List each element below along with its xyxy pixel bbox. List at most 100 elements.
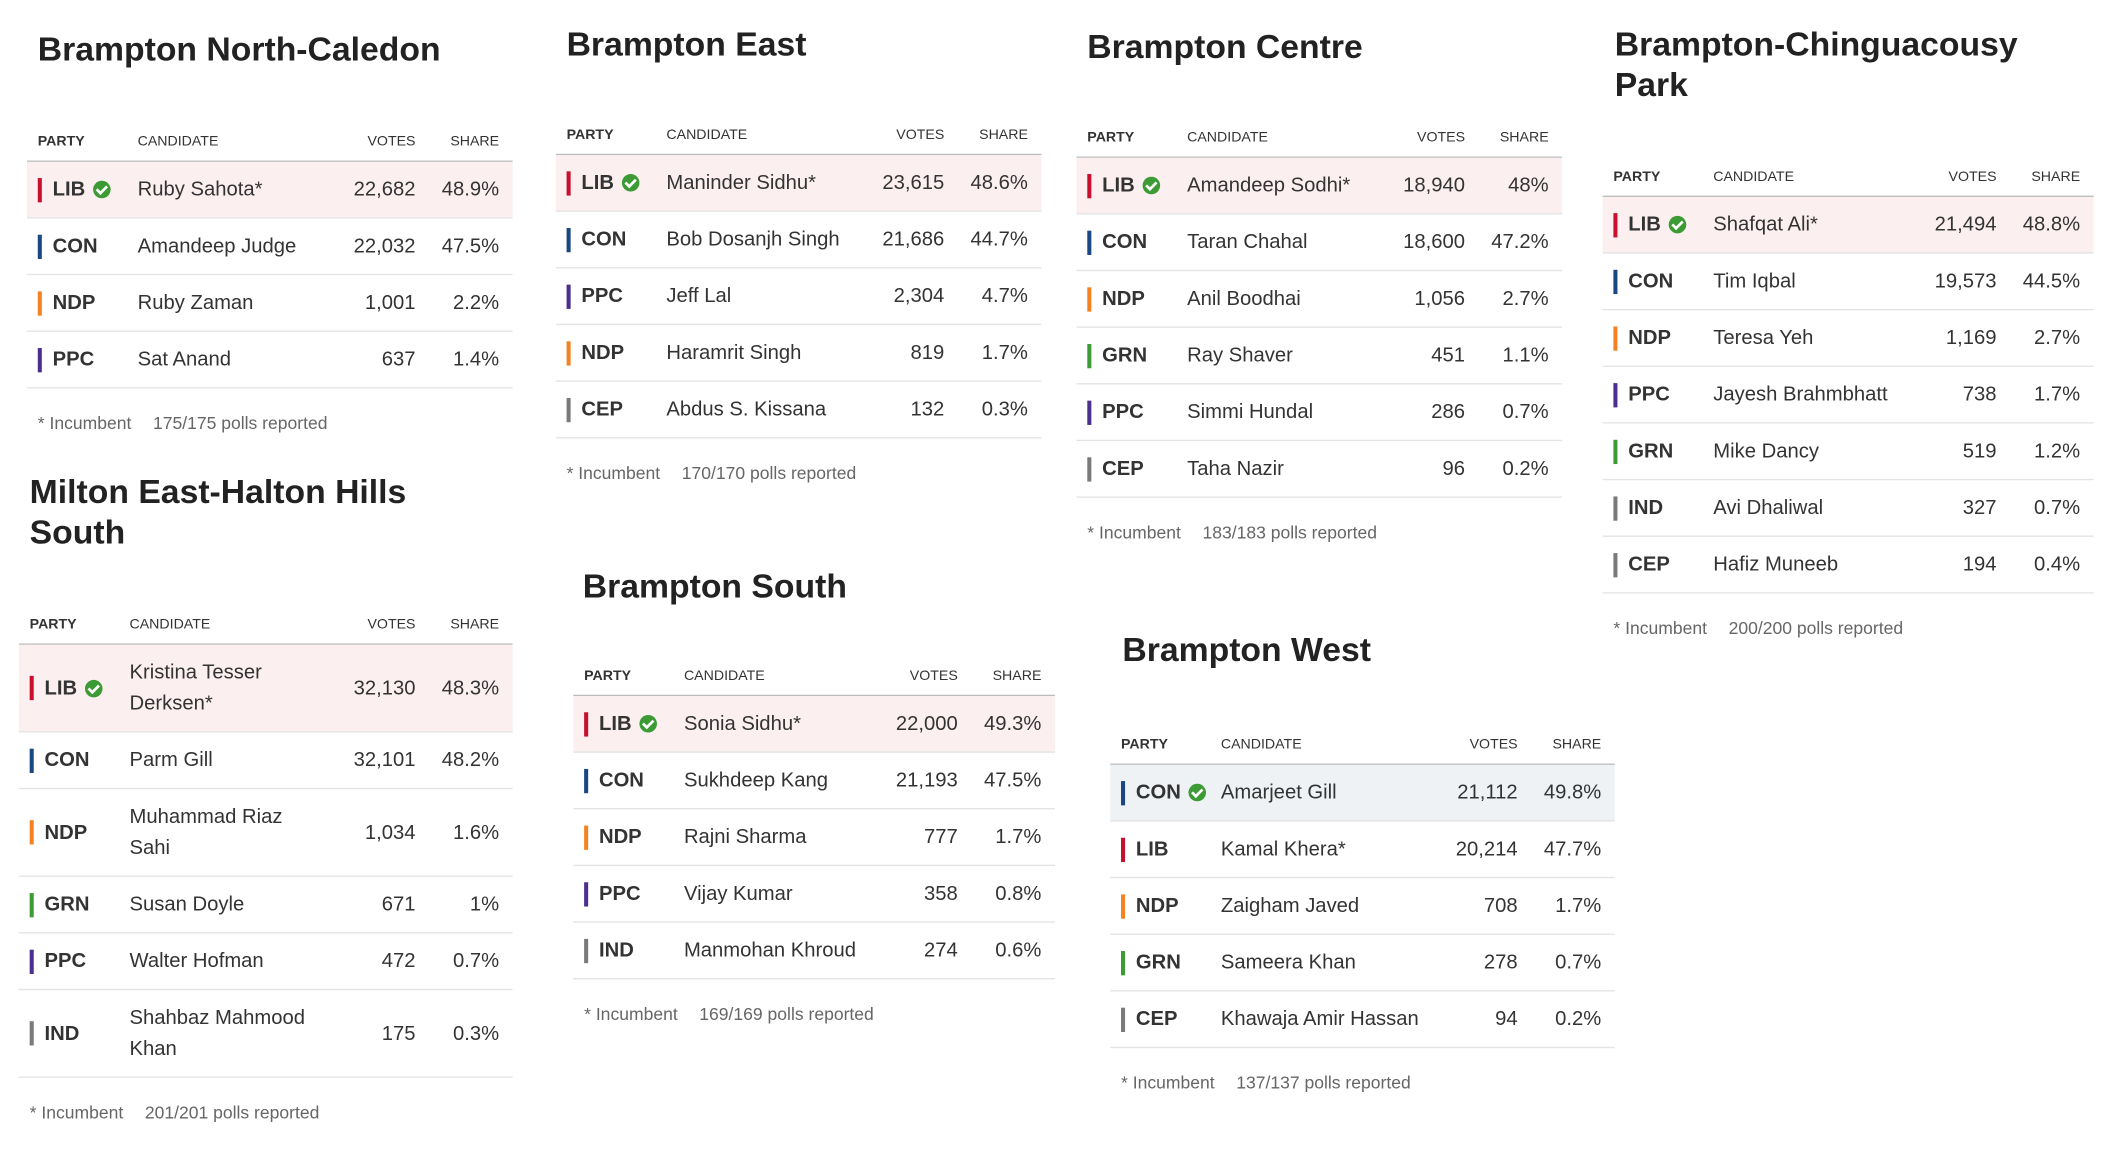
candidate: Abdus S. Kissana <box>666 397 827 421</box>
share: 0.6% <box>995 938 1042 962</box>
party-code: CEP <box>1135 1007 1178 1031</box>
column-header: PARTY <box>1121 736 1168 753</box>
party-cell: CON <box>1077 227 1188 258</box>
votes: 327 <box>1962 496 1997 520</box>
candidate: Ruby Sahota* <box>137 178 263 202</box>
column-header: CANDIDATE <box>1187 129 1268 146</box>
riding-title: Brampton-Chinguacousy Park <box>1614 25 2018 104</box>
votes: 286 <box>1431 400 1466 424</box>
party-color-bar <box>584 824 589 850</box>
party-code: PPC <box>581 284 624 308</box>
incumbent-note: * Incumbent <box>1613 617 1707 639</box>
result-row: LIB Kamal Khera* 20,214 47.7% <box>1110 822 1615 879</box>
party-code: PPC <box>598 882 641 906</box>
result-row: NDP Rajni Sharma 777 1.7% <box>573 809 1055 867</box>
party-color-bar <box>1121 1007 1126 1032</box>
party-color-bar <box>29 748 34 773</box>
party-code: IND <box>598 938 634 962</box>
result-row: CON Amandeep Judge 22,032 47.5% <box>26 219 513 276</box>
party-code: CON <box>581 227 627 251</box>
party-cell: PPC <box>27 344 138 375</box>
column-header: SHARE <box>1499 129 1549 146</box>
result-row: NDP Teresa Yeh 1,169 2.7% <box>1602 310 2094 367</box>
party-code: GRN <box>1135 951 1181 974</box>
column-header: PARTY <box>1087 129 1135 146</box>
party-cell: LIB <box>19 672 130 703</box>
party-color-bar <box>1613 212 1618 237</box>
party-color-bar <box>584 881 589 906</box>
party-color-bar <box>1613 382 1618 407</box>
party-color-bar <box>1121 950 1126 975</box>
votes: 819 <box>910 341 945 365</box>
party-code: LIB <box>52 178 86 202</box>
column-header: VOTES <box>909 667 958 684</box>
party-cell: GRN <box>1077 340 1188 371</box>
party-color-bar <box>1087 343 1092 368</box>
votes: 20,214 <box>1455 837 1518 861</box>
party-color-bar <box>1087 399 1092 425</box>
party-color-bar <box>1613 325 1618 351</box>
party-code: NDP <box>1135 894 1179 918</box>
column-header: CANDIDATE <box>683 667 765 684</box>
candidate: Mike Dancy <box>1713 439 1819 463</box>
party-cell: CON <box>1110 777 1221 808</box>
incumbent-note: * Incumbent <box>29 1102 124 1123</box>
polls-reported: 169/169 polls reported <box>699 1003 874 1024</box>
result-row: CON Sukhdeep Kang 21,193 47.5% <box>573 753 1055 810</box>
party-color-bar <box>566 170 571 195</box>
party-cell: NDP <box>1603 322 1714 353</box>
votes: 175 <box>381 1021 416 1045</box>
candidate: Amandeep Sodhi* <box>1187 174 1351 197</box>
table-header: PARTY CANDIDATE VOTES SHARE <box>1602 158 2094 197</box>
table-header: PARTY CANDIDATE VOTES SHARE <box>1076 119 1563 158</box>
votes: 18,940 <box>1403 174 1466 197</box>
winner-check <box>85 679 103 697</box>
party-color-bar <box>584 711 589 736</box>
table-footer: * Incumbent 183/183 polls reported <box>1077 522 1563 542</box>
share: 48.2% <box>441 748 500 772</box>
share: 0.7% <box>452 949 500 973</box>
party-code: PPC <box>1102 400 1144 424</box>
result-row: PPC Simmi Hundal 286 0.7% <box>1076 384 1563 442</box>
party-code: LIB <box>1628 213 1661 237</box>
party-color-bar <box>1121 837 1126 862</box>
party-code: CEP <box>1102 457 1144 481</box>
party-color-bar <box>37 234 42 259</box>
candidate: Shahbaz Mahmood Khan <box>129 1006 306 1061</box>
party-cell: PPC <box>556 281 667 312</box>
table-footer: * Incumbent 201/201 polls reported <box>19 1102 513 1122</box>
results-table: PARTY CANDIDATE VOTES SHARE LIB Kristina Tess… <box>18 606 513 1122</box>
party-color-bar <box>1087 456 1092 481</box>
column-header: SHARE <box>1552 736 1602 753</box>
result-row: IND Shahbaz Mahmood Khan 175 0.3% <box>18 990 513 1078</box>
share: 0.2% <box>1555 1007 1602 1031</box>
winner-check <box>93 180 111 199</box>
riding-title: Brampton South <box>582 567 847 606</box>
candidate: Haramrit Singh <box>666 341 802 365</box>
polls-reported: 201/201 polls reported <box>144 1102 320 1123</box>
candidate: Simmi Hundal <box>1187 400 1314 424</box>
share: 0.8% <box>995 882 1042 906</box>
party-code: PPC <box>1628 383 1670 407</box>
result-row: LIB Ruby Sahota* 22,682 48.9% <box>26 161 513 219</box>
votes: 2,304 <box>893 284 945 308</box>
votes: 32,101 <box>353 748 416 772</box>
party-cell: LIB <box>573 708 684 739</box>
share: 47.5% <box>441 234 500 258</box>
party-color-bar <box>29 892 34 917</box>
votes: 637 <box>381 348 416 371</box>
candidate: Rajni Sharma <box>683 825 807 849</box>
candidate: Kamal Khera* <box>1220 837 1346 861</box>
share: 2.2% <box>452 291 500 315</box>
table-footer: * Incumbent 170/170 polls reported <box>556 463 1042 483</box>
table-footer: * Incumbent 137/137 polls reported <box>1110 1072 1615 1092</box>
candidate: Manmohan Khroud <box>683 938 857 962</box>
party-cell: PPC <box>573 878 684 909</box>
party-cell: LIB <box>1077 170 1188 201</box>
results-table: PARTY CANDIDATE VOTES SHARE LIB Amandeep Sodh… <box>1076 119 1563 542</box>
result-row: NDP Ruby Zaman 1,001 2.2% <box>26 275 513 332</box>
share: 48.8% <box>2022 213 2081 237</box>
share: 47.2% <box>1491 230 1549 254</box>
column-header: PARTY <box>29 616 77 633</box>
